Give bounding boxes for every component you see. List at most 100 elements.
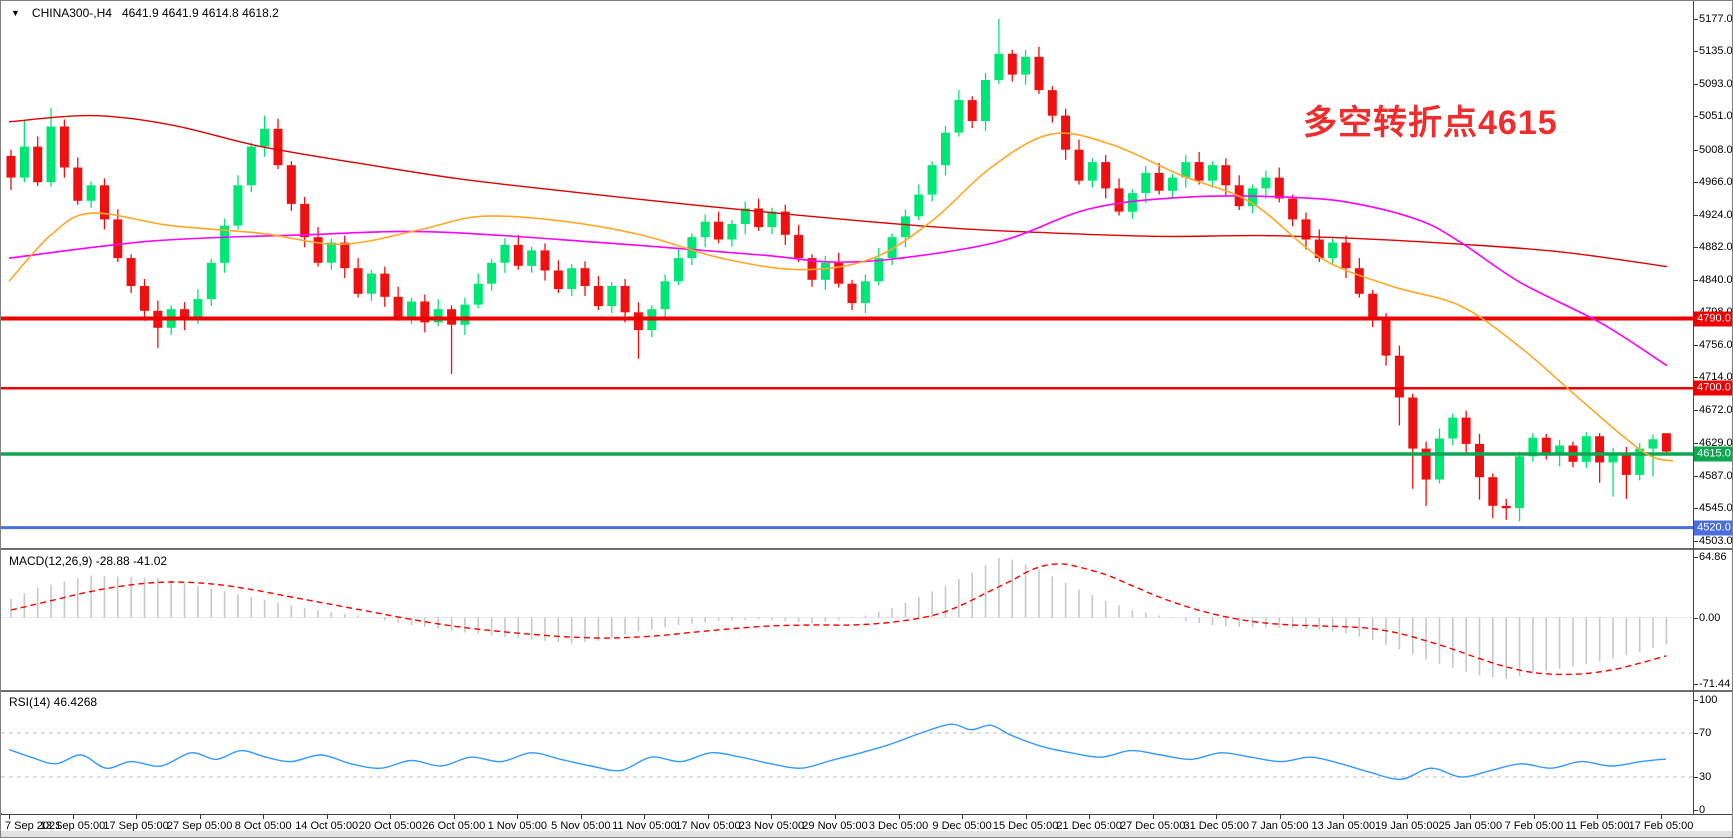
date-tick <box>326 815 328 819</box>
price-axis-label: 4714.0 <box>1699 371 1733 384</box>
price-axis-tick <box>1693 377 1698 379</box>
price-axis-label: 5051.0 <box>1699 110 1733 123</box>
date-tick <box>1089 815 1091 819</box>
date-tick <box>390 815 392 819</box>
rsi-panel[interactable]: RSI(14) 46.4268 100 70 30 0 <box>1 692 1732 816</box>
macd-axis-label: 0.00 <box>1699 611 1721 624</box>
rsi-axis-label: 0 <box>1699 804 1706 816</box>
date-tick <box>9 815 10 819</box>
date-label: 15 Dec 05:00 <box>992 820 1059 832</box>
candles-group <box>6 18 1671 522</box>
price-axis-tick <box>1693 18 1698 20</box>
price-axis-label: 5008.0 <box>1699 143 1733 156</box>
rsi-axis-label: 100 <box>1699 694 1718 706</box>
date-tick <box>1406 815 1408 819</box>
date-tick <box>1152 815 1154 819</box>
rsi-line <box>8 723 1667 780</box>
date-label: 29 Nov 05:00 <box>802 820 868 832</box>
date-label: 17 Sep 05:00 <box>103 820 169 832</box>
price-badge-4615.0: 4615.0 <box>1694 446 1732 462</box>
price-axis-tick <box>1693 149 1698 151</box>
macd-histogram <box>10 557 1668 680</box>
macd-axis-tick <box>1693 557 1698 558</box>
date-tick <box>72 815 74 819</box>
rsi-axis-tick <box>1693 700 1698 701</box>
candlestick-chart[interactable] <box>1 1 1693 548</box>
date-tick <box>263 815 265 819</box>
price-axis-tick <box>1693 540 1698 542</box>
date-label: 13 Sep 05:00 <box>39 820 106 832</box>
date-tick <box>199 815 201 819</box>
date-label: 19 Jan 05:00 <box>1375 820 1439 832</box>
panel-separator-1[interactable] <box>1 548 1732 550</box>
date-label: 27 Dec 05:00 <box>1119 820 1186 832</box>
price-axis-label: 5093.0 <box>1699 77 1733 90</box>
date-label: 7 Jan 05:00 <box>1251 820 1309 832</box>
price-axis-tick <box>1693 51 1698 53</box>
price-badge-4520.0: 4520.0 <box>1694 520 1732 536</box>
ma-slow-red <box>8 114 1668 268</box>
macd-chart[interactable] <box>1 550 1693 690</box>
rsi-axis-label: 70 <box>1699 727 1712 739</box>
date-tick <box>1533 815 1535 819</box>
price-axis-tick <box>1693 344 1698 346</box>
date-tick <box>580 815 582 819</box>
rsi-axis-tick <box>1693 810 1698 811</box>
date-tick <box>1216 815 1218 819</box>
macd-label: MACD(12,26,9) -28.88 -41.02 <box>9 554 168 568</box>
ma-mid-magenta <box>8 195 1668 367</box>
date-label: 14 Oct 05:00 <box>295 820 359 832</box>
date-label: 7 Feb 05:00 <box>1504 820 1564 832</box>
date-label: 7 Sep 2021 <box>5 820 62 832</box>
macd-axis-tick <box>1693 617 1698 619</box>
rsi-axis-label: 30 <box>1699 771 1712 783</box>
date-tick <box>1470 815 1472 819</box>
date-tick <box>136 815 138 819</box>
ma-fast-orange <box>8 132 1674 462</box>
date-tick <box>835 815 836 819</box>
price-axis-tick <box>1693 279 1698 281</box>
date-tick <box>962 815 964 819</box>
rsi-axis-tick <box>1693 777 1698 778</box>
price-axis-tick <box>1693 116 1698 118</box>
rsi-chart[interactable] <box>1 692 1693 813</box>
date-tick <box>898 815 900 819</box>
price-axis-label: 4587.0 <box>1699 469 1733 482</box>
symbol-timeframe-label: CHINA300-,H4 <box>31 6 112 20</box>
price-axis-divider <box>1693 1 1694 814</box>
macd-signal-line <box>10 563 1667 676</box>
price-badge-4790.0: 4790.0 <box>1694 311 1732 326</box>
price-axis-label: 4503.0 <box>1699 534 1733 547</box>
main-chart-panel[interactable]: ▼ CHINA300-,H4 4641.9 4641.9 4614.8 4618… <box>1 1 1733 548</box>
chinese-annotation-text: 多空转折点4615 <box>1303 104 1558 142</box>
price-axis-label: 4672.0 <box>1699 403 1733 416</box>
date-label: 17 Feb 05:00 <box>1628 820 1694 832</box>
date-label: 25 Jan 05:00 <box>1438 820 1503 832</box>
date-label: 17 Nov 05:00 <box>675 820 741 832</box>
date-label: 11 Feb 05:00 <box>1565 820 1630 832</box>
date-label: 1 Nov 05:00 <box>487 820 547 832</box>
price-axis-tick <box>1693 409 1698 411</box>
date-tick <box>1597 815 1599 819</box>
rsi-label: RSI(14) 46.4268 <box>9 695 98 709</box>
date-tick <box>1661 815 1662 819</box>
chart-title: ▼ CHINA300-,H4 4641.9 4641.9 4614.8 4618… <box>11 6 279 20</box>
macd-panel[interactable]: MACD(12,26,9) -28.88 -41.02 64.86 0.00 -71… <box>1 550 1732 690</box>
rsi-axis-tick <box>1693 733 1698 734</box>
price-axis-label: 4966.0 <box>1699 176 1733 189</box>
date-label: 9 Dec 05:00 <box>932 820 992 832</box>
date-tick <box>707 815 709 819</box>
panel-separator-2[interactable] <box>1 690 1732 692</box>
date-label: 21 Dec 05:00 <box>1056 820 1122 832</box>
date-label: 27 Sep 05:00 <box>166 820 233 832</box>
macd-axis-label: 64.86 <box>1699 551 1727 563</box>
macd-axis-tick <box>1693 684 1698 686</box>
date-label: 26 Oct 05:00 <box>422 820 486 832</box>
collapse-triangle-icon[interactable]: ▼ <box>11 8 20 18</box>
price-axis-tick <box>1693 443 1698 445</box>
price-badge-4700.0: 4700.0 <box>1694 380 1732 396</box>
date-label: 3 Dec 05:00 <box>868 820 929 832</box>
date-label: 11 Nov 05:00 <box>612 820 677 832</box>
price-axis-tick <box>1693 214 1698 216</box>
